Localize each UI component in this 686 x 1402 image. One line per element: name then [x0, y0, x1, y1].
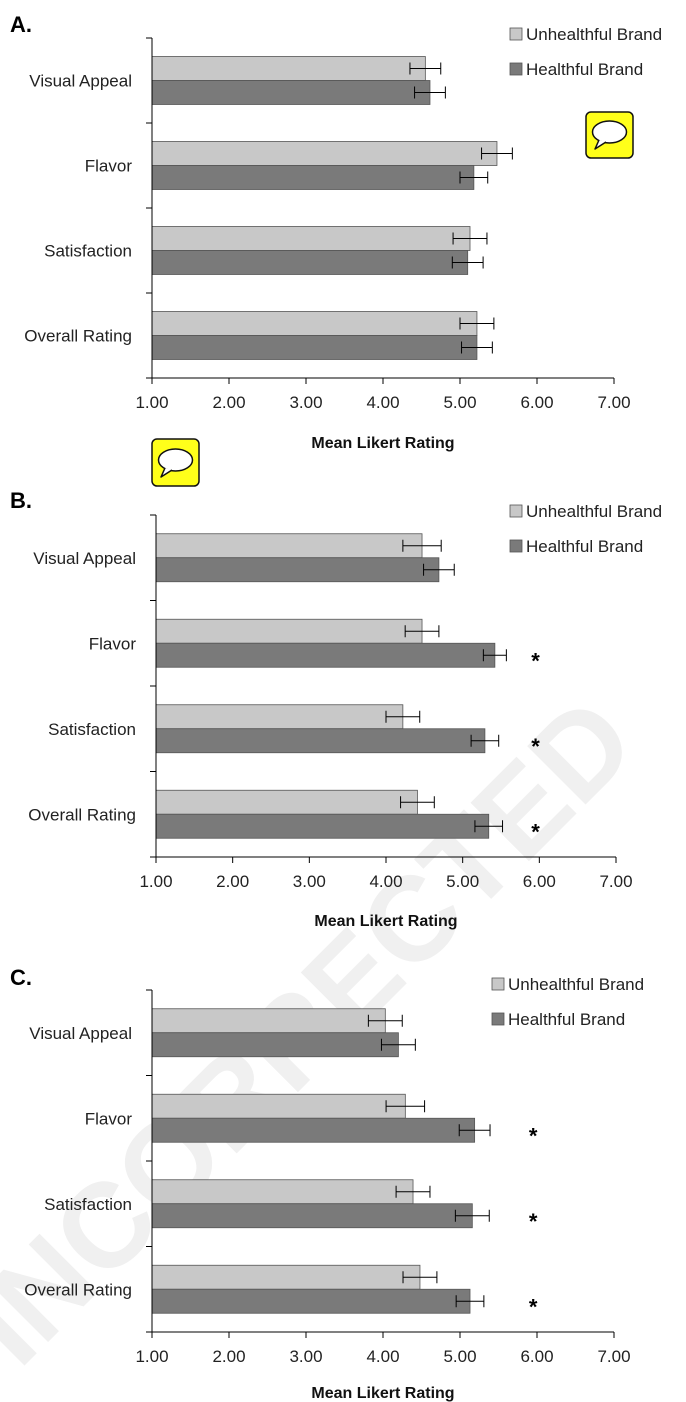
category-label: Satisfaction — [48, 720, 136, 739]
bar-healthful-satisfaction — [151, 1203, 473, 1229]
bar-healthful-overall-rating — [155, 813, 490, 839]
x-tick-label: 5.00 — [443, 393, 476, 412]
x-tick-label: 3.00 — [293, 872, 326, 891]
bar-unhealthful-flavor — [151, 141, 498, 166]
significance-marker: * — [529, 1123, 538, 1148]
bar-unhealthful-flavor — [155, 618, 423, 644]
x-tick-label: 2.00 — [216, 872, 249, 891]
bar-unhealthful-overall-rating — [155, 789, 418, 815]
speech-bubble-shape — [591, 120, 628, 144]
comment-icon[interactable] — [585, 111, 634, 159]
bar-healthful-flavor — [151, 1117, 476, 1143]
legend-label: Unhealthful Brand — [526, 502, 662, 521]
category-label: Visual Appeal — [29, 1024, 132, 1043]
legend: Unhealthful Brand Healthful Brand — [491, 975, 644, 1029]
category-label: Satisfaction — [44, 242, 132, 261]
x-tick-label: 1.00 — [139, 872, 172, 891]
x-tick-label: 2.00 — [212, 1347, 245, 1366]
x-tick-label: 3.00 — [289, 1347, 322, 1366]
bar-healthful-satisfaction — [151, 250, 469, 275]
legend-label: Healthful Brand — [526, 60, 643, 79]
x-tick-label: 4.00 — [366, 1347, 399, 1366]
x-tick-label: 6.00 — [523, 872, 556, 891]
category-label: Flavor — [85, 157, 133, 176]
significance-marker: * — [529, 1294, 538, 1319]
panel-label: C. — [10, 965, 32, 990]
x-tick-label: 5.00 — [446, 872, 479, 891]
bar-unhealthful-satisfaction — [155, 704, 404, 730]
legend: Unhealthful Brand Healthful Brand — [509, 25, 662, 79]
bar-healthful-satisfaction — [155, 728, 486, 754]
category-label: Flavor — [85, 1109, 133, 1128]
legend-label: Healthful Brand — [526, 537, 643, 556]
x-tick-label: 4.00 — [366, 393, 399, 412]
x-axis-title: Mean Likert Rating — [314, 913, 457, 930]
bar-unhealthful-flavor — [151, 1093, 406, 1119]
chart-panel-a: A. Visual Appeal Flavor Satisfaction Overall… — [10, 12, 662, 452]
category-label: Satisfaction — [44, 1195, 132, 1214]
legend-swatch — [509, 539, 523, 553]
legend-label: Unhealthful Brand — [508, 975, 644, 994]
category-label: Visual Appeal — [29, 72, 132, 91]
x-tick-label: 5.00 — [443, 1347, 476, 1366]
x-axis-title: Mean Likert Rating — [311, 1385, 454, 1402]
bar-unhealthful-visual-appeal — [155, 533, 423, 559]
legend-label: Unhealthful Brand — [526, 25, 662, 44]
significance-marker: * — [531, 648, 540, 673]
bar-healthful-overall-rating — [151, 335, 478, 360]
legend: Unhealthful Brand Healthful Brand — [509, 502, 662, 556]
legend-swatch — [509, 62, 523, 76]
legend-label: Healthful Brand — [508, 1010, 625, 1029]
x-tick-label: 2.00 — [212, 393, 245, 412]
x-axis-title: Mean Likert Rating — [311, 435, 454, 452]
x-tick-label: 6.00 — [520, 1347, 553, 1366]
bar-unhealthful-overall-rating — [151, 311, 478, 336]
legend-swatch — [509, 504, 523, 518]
bar-healthful-visual-appeal — [151, 1032, 399, 1058]
legend-swatch — [491, 1012, 505, 1026]
x-tick-label: 6.00 — [520, 393, 553, 412]
bar-healthful-visual-appeal — [151, 80, 431, 105]
legend-swatch — [509, 27, 523, 41]
x-tick-label: 7.00 — [597, 1347, 630, 1366]
bar-healthful-visual-appeal — [155, 557, 440, 583]
panel-label: A. — [10, 12, 32, 37]
bar-unhealthful-satisfaction — [151, 226, 471, 251]
bar-unhealthful-visual-appeal — [151, 1008, 386, 1034]
x-tick-label: 7.00 — [597, 393, 630, 412]
significance-marker: * — [531, 734, 540, 759]
chart-panel-b: B. Visual Appeal Flavor * Satisfaction * Overa… — [10, 488, 662, 930]
panel-label: B. — [10, 488, 32, 513]
bar-unhealthful-satisfaction — [151, 1179, 414, 1205]
category-label: Flavor — [89, 634, 137, 653]
bar-unhealthful-visual-appeal — [151, 56, 426, 81]
bar-healthful-flavor — [151, 165, 475, 190]
legend-swatch — [491, 977, 505, 991]
x-tick-label: 7.00 — [599, 872, 632, 891]
x-tick-label: 3.00 — [289, 393, 322, 412]
significance-marker: * — [531, 819, 540, 844]
significance-marker: * — [529, 1209, 538, 1234]
panels: A. Visual Appeal Flavor Satisfaction Overall… — [10, 12, 662, 1402]
x-tick-label: 1.00 — [135, 393, 168, 412]
chart-panel-c: C. Visual Appeal Flavor * Satisfaction * Overa… — [10, 965, 644, 1402]
bar-unhealthful-overall-rating — [151, 1264, 421, 1290]
speech-bubble-tail — [594, 139, 607, 150]
bar-healthful-overall-rating — [151, 1288, 471, 1314]
bar-healthful-flavor — [155, 642, 496, 668]
category-label: Overall Rating — [24, 327, 132, 346]
category-label: Visual Appeal — [33, 549, 136, 568]
x-tick-label: 4.00 — [369, 872, 402, 891]
comment-icon[interactable] — [151, 438, 200, 487]
x-tick-label: 1.00 — [135, 1347, 168, 1366]
category-label: Overall Rating — [24, 1280, 132, 1299]
category-label: Overall Rating — [28, 805, 136, 824]
